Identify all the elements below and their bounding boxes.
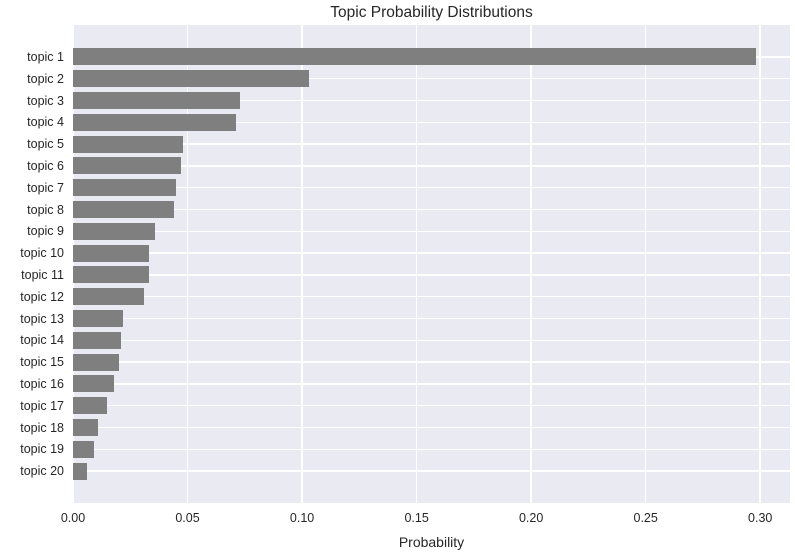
y-tick-label: topic 11	[21, 267, 64, 282]
bar-topic-2	[73, 70, 309, 88]
x-tick-label: 0.00	[60, 511, 86, 525]
y-tick-label: topic 2	[27, 71, 64, 86]
horizontal-gridline	[73, 383, 790, 385]
vertical-gridline	[73, 25, 74, 503]
horizontal-gridline	[73, 295, 790, 298]
bar-topic-9	[73, 222, 156, 240]
bar-topic-10	[73, 244, 149, 262]
y-tick-label: topic 6	[27, 158, 64, 173]
x-tick-label: 0.25	[633, 511, 658, 525]
y-tick-label: topic 9	[27, 224, 64, 239]
x-axis-label: Probability	[398, 534, 465, 550]
horizontal-gridline	[73, 186, 790, 189]
bar-topic-3	[73, 92, 241, 109]
bar-topic-4	[73, 113, 236, 131]
bar-topic-20	[73, 462, 87, 480]
plot-area	[73, 25, 790, 503]
x-tick-label: 0.10	[289, 511, 315, 525]
vertical-gridline	[530, 25, 532, 503]
horizontal-gridline	[73, 208, 790, 211]
horizontal-gridline	[73, 404, 790, 407]
y-tick-label: topic 16	[20, 376, 64, 391]
horizontal-gridline	[73, 99, 790, 102]
bar-topic-6	[73, 157, 181, 175]
x-tick-label: 0.15	[404, 511, 429, 525]
horizontal-gridline	[73, 252, 790, 254]
vertical-gridline	[759, 25, 761, 503]
x-tick-label: 0.20	[518, 511, 544, 525]
y-tick-label: topic 7	[27, 180, 64, 195]
y-tick-label: topic 4	[27, 115, 64, 130]
horizontal-gridline	[73, 426, 790, 429]
bar-topic-12	[73, 288, 144, 306]
horizontal-gridline	[73, 121, 790, 124]
y-tick-label: topic 1	[27, 49, 64, 64]
bar-topic-13	[73, 310, 124, 327]
bar-topic-16	[73, 375, 115, 393]
x-tick-label: 0.30	[748, 511, 773, 525]
y-tick-label: topic 15	[20, 355, 64, 370]
horizontal-gridline	[73, 165, 790, 167]
bar-topic-14	[73, 331, 122, 349]
bar-topic-5	[73, 135, 183, 153]
horizontal-gridline	[73, 143, 790, 145]
horizontal-gridline	[73, 361, 790, 363]
vertical-gridline	[186, 25, 189, 503]
y-tick-label: topic 17	[20, 398, 64, 413]
y-tick-label: topic 5	[27, 137, 64, 152]
chart-title: Topic Probability Distributions	[330, 4, 533, 21]
y-tick-label: topic 10	[20, 246, 64, 261]
y-tick-label: topic 12	[20, 289, 64, 304]
horizontal-gridline	[73, 339, 790, 342]
horizontal-gridline	[73, 274, 790, 276]
y-tick-label: topic 19	[20, 442, 64, 457]
y-tick-label: topic 13	[20, 311, 64, 326]
bar-topic-8	[73, 201, 174, 218]
horizontal-gridline	[73, 230, 790, 233]
bar-topic-11	[73, 266, 149, 284]
bar-topic-1	[73, 48, 756, 66]
bar-topic-19	[73, 440, 94, 458]
y-tick-label: topic 14	[20, 333, 64, 348]
horizontal-gridline	[73, 317, 790, 320]
bar-topic-18	[73, 419, 99, 436]
y-tick-label: topic 18	[20, 420, 64, 435]
vertical-gridline	[415, 25, 418, 503]
horizontal-gridline	[73, 77, 790, 80]
y-tick-label: topic 3	[27, 93, 64, 108]
vertical-gridline	[301, 25, 303, 503]
horizontal-gridline	[73, 470, 790, 472]
y-tick-label: topic 20	[20, 464, 64, 479]
bar-topic-7	[73, 179, 177, 197]
y-tick-label: topic 8	[27, 202, 64, 217]
x-tick-label: 0.05	[175, 511, 200, 525]
bar-topic-17	[73, 397, 108, 415]
horizontal-gridline	[73, 448, 790, 451]
bar-topic-15	[73, 353, 119, 371]
vertical-gridline	[644, 25, 647, 503]
